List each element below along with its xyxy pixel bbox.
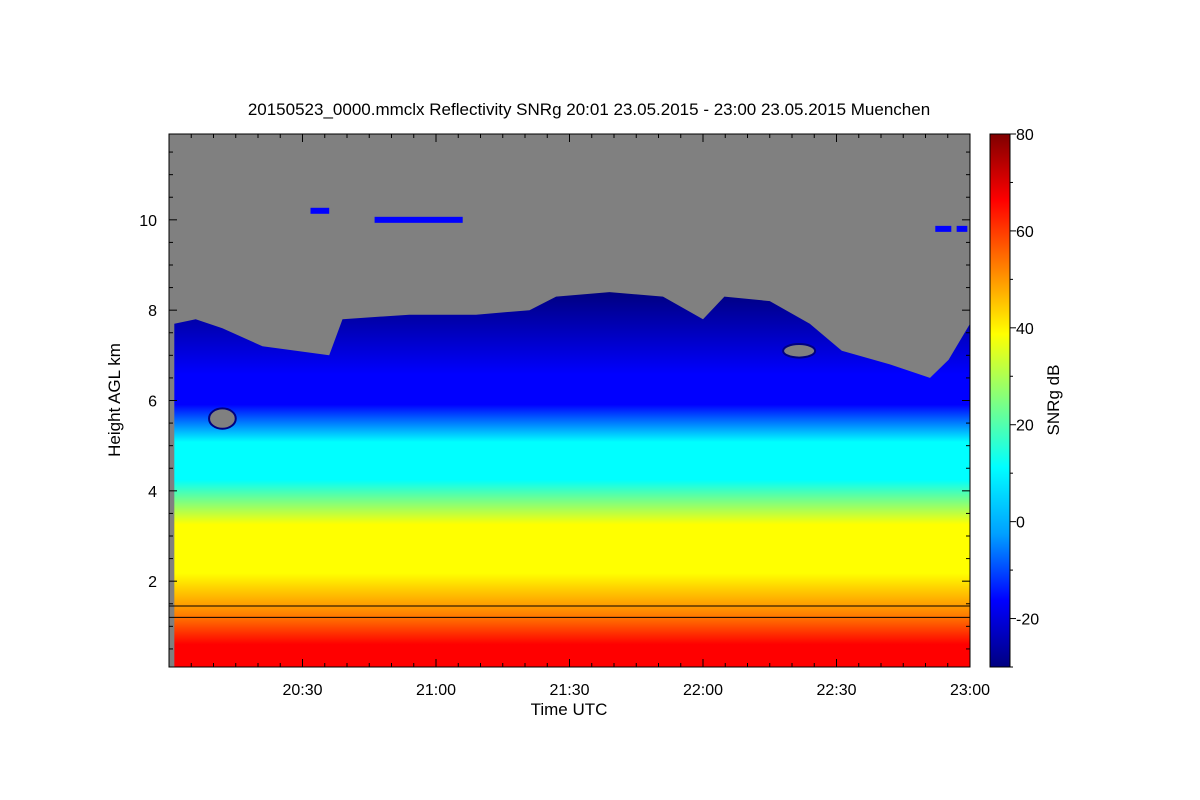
chart-title: 20150523_0000.mmclx Reflectivity SNRg 20… bbox=[248, 100, 930, 119]
colorbar-label: SNRg dB bbox=[1044, 365, 1063, 436]
x-axis: 20:30 21:00 21:30 22:00 22:30 23:00 bbox=[168, 134, 990, 699]
y-axis-label: Height AGL km bbox=[105, 343, 124, 457]
high-cloud-patch bbox=[956, 225, 968, 232]
x-tick-label: 20:30 bbox=[282, 682, 322, 699]
x-tick-label: 22:00 bbox=[683, 682, 723, 699]
x-tick-label: 21:30 bbox=[549, 682, 589, 699]
y-tick-label: 8 bbox=[148, 303, 157, 320]
cloud-echo-field bbox=[174, 292, 970, 667]
colorbar-tick-label: 40 bbox=[1016, 321, 1034, 338]
high-cloud-patch bbox=[374, 216, 463, 223]
high-cloud-patch bbox=[310, 207, 330, 214]
x-tick-label: 23:00 bbox=[950, 682, 990, 699]
y-tick-label: 2 bbox=[148, 574, 157, 591]
y-axis: 2 4 6 8 10 bbox=[139, 151, 970, 650]
colorbar-tick-label: 0 bbox=[1016, 515, 1025, 532]
plot-area bbox=[169, 134, 970, 667]
x-tick-label: 21:00 bbox=[416, 682, 456, 699]
x-axis-label: Time UTC bbox=[531, 700, 608, 719]
no-signal-gap bbox=[208, 407, 237, 430]
colorbar-tick-label: 80 bbox=[1016, 127, 1034, 144]
y-tick-label: 4 bbox=[148, 484, 157, 501]
no-signal-gap bbox=[782, 343, 817, 359]
colorbar-axis: -20 0 20 40 60 80 bbox=[1010, 127, 1039, 668]
y-tick-label: 10 bbox=[139, 213, 157, 230]
high-cloud-patch bbox=[935, 225, 952, 232]
colorbar-tick-label: -20 bbox=[1016, 612, 1039, 629]
x-tick-label: 22:30 bbox=[816, 682, 856, 699]
colorbar bbox=[989, 133, 1011, 668]
colorbar-tick-label: 60 bbox=[1016, 224, 1034, 241]
y-tick-label: 6 bbox=[148, 394, 157, 411]
colorbar-tick-label: 20 bbox=[1016, 418, 1034, 435]
